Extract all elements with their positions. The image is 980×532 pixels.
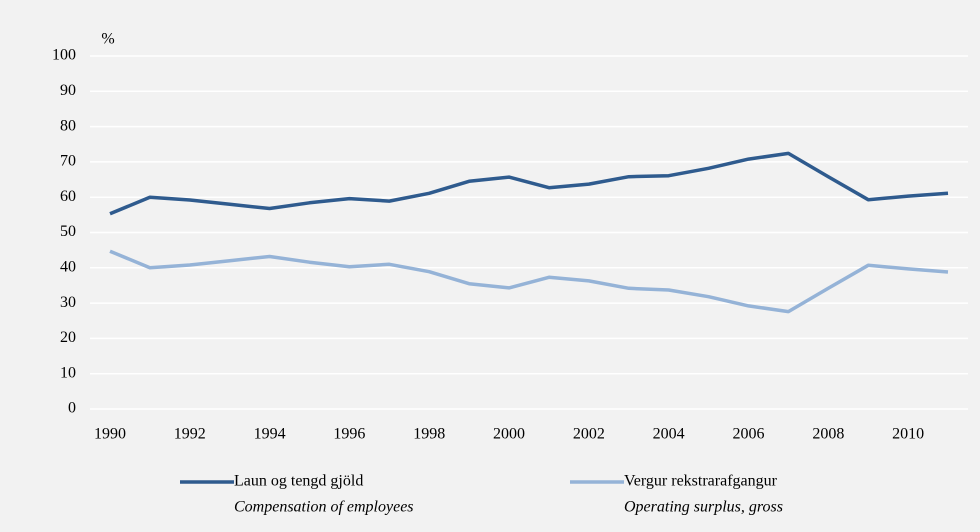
legend-sublabel: Compensation of employees xyxy=(234,499,414,516)
x-tick-label: 1992 xyxy=(174,426,206,443)
line-series xyxy=(109,249,949,314)
legend-sublabel: Operating surplus, gross xyxy=(624,499,783,516)
x-tick-label: 2010 xyxy=(892,426,924,443)
y-tick-label: 20 xyxy=(60,329,76,346)
x-tick-label: 2004 xyxy=(653,426,685,443)
y-unit: % xyxy=(101,31,114,48)
x-tick-label: 2008 xyxy=(812,426,844,443)
y-tick-label: 100 xyxy=(52,47,76,64)
y-tick-label: 10 xyxy=(60,364,76,381)
y-tick-label: 0 xyxy=(68,400,76,417)
x-tick-label: 2000 xyxy=(493,426,525,443)
y-tick-label: 50 xyxy=(60,223,76,240)
y-tick-label: 70 xyxy=(60,153,76,170)
y-tick-label: 90 xyxy=(60,82,76,99)
legend-label: Laun og tengd gjöld xyxy=(234,473,363,490)
legend-label: Vergur rekstrarafgangur xyxy=(624,473,778,490)
line-series xyxy=(109,151,949,216)
x-tick-label: 1998 xyxy=(413,426,445,443)
x-tick-label: 2002 xyxy=(573,426,605,443)
x-tick-label: 1994 xyxy=(254,426,286,443)
y-tick-label: 40 xyxy=(60,258,76,275)
x-tick-label: 2006 xyxy=(733,426,765,443)
y-tick-label: 30 xyxy=(60,294,76,311)
y-tick-label: 60 xyxy=(60,188,76,205)
y-tick-label: 80 xyxy=(60,117,76,134)
x-tick-label: 1990 xyxy=(94,426,126,443)
x-tick-label: 1996 xyxy=(333,426,365,443)
